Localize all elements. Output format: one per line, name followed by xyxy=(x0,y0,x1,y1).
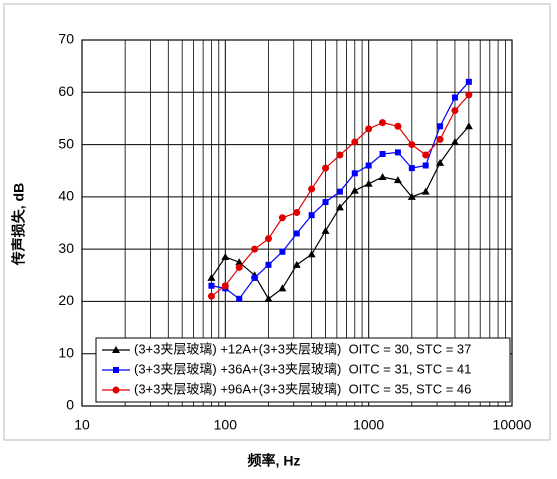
marker xyxy=(251,245,259,253)
marker xyxy=(293,209,301,217)
marker xyxy=(279,248,286,255)
marker xyxy=(308,185,316,193)
y-tick-label: 50 xyxy=(58,135,74,151)
marker xyxy=(379,150,386,157)
marker xyxy=(394,149,401,156)
marker xyxy=(265,261,272,268)
marker xyxy=(335,203,344,211)
marker xyxy=(278,214,286,222)
marker xyxy=(379,119,387,127)
marker xyxy=(322,164,330,172)
marker xyxy=(408,165,415,172)
marker xyxy=(464,122,473,130)
marker xyxy=(221,282,229,290)
marker xyxy=(307,250,316,258)
marker xyxy=(451,94,458,101)
legend-marker xyxy=(112,346,120,353)
marker xyxy=(336,188,343,195)
y-tick-label: 20 xyxy=(58,292,74,308)
marker xyxy=(235,263,243,271)
plot-frame xyxy=(81,39,513,407)
marker xyxy=(251,274,258,281)
marker xyxy=(321,226,330,234)
marker xyxy=(436,158,445,166)
x-tick-label: 1000 xyxy=(353,417,384,433)
marker xyxy=(365,125,373,133)
marker xyxy=(336,151,344,159)
marker xyxy=(351,138,359,146)
y-tick-label: 70 xyxy=(58,31,74,47)
legend: (3+3夹层玻璃) +12A+(3+3夹层玻璃) OITC = 30, STC … xyxy=(95,337,511,403)
legend-symbol xyxy=(113,367,119,373)
marker xyxy=(364,179,373,187)
series-line xyxy=(211,94,470,297)
marker xyxy=(422,151,430,159)
legend-label: (3+3夹层玻璃) +96A+(3+3夹层玻璃) OITC = 35, STC … xyxy=(134,381,471,396)
marker xyxy=(264,294,273,302)
marker xyxy=(293,230,300,237)
y-tick-label: 0 xyxy=(66,397,74,413)
marker xyxy=(264,235,272,243)
marker xyxy=(451,107,459,115)
marker xyxy=(436,135,444,143)
legend-label: (3+3夹层玻璃) +36A+(3+3夹层玻璃) OITC = 31, STC … xyxy=(134,361,471,376)
marker xyxy=(394,122,402,130)
y-tick-label: 60 xyxy=(58,83,74,99)
x-tick-label: 100 xyxy=(214,417,238,433)
marker xyxy=(207,273,216,281)
x-axis-label: 频率, Hz xyxy=(248,453,301,469)
marker xyxy=(421,187,430,195)
marker xyxy=(437,123,444,130)
marker xyxy=(208,282,215,289)
x-tick-label: 10000 xyxy=(493,417,532,433)
marker xyxy=(408,141,416,149)
marker xyxy=(221,252,230,260)
marker xyxy=(450,137,459,145)
marker xyxy=(365,162,372,169)
y-tick-label: 10 xyxy=(58,344,74,360)
marker xyxy=(236,295,243,302)
marker xyxy=(407,192,416,200)
legend-symbol xyxy=(112,346,120,353)
legend-symbol xyxy=(112,386,120,394)
y-tick-label: 30 xyxy=(58,240,74,256)
marker xyxy=(308,212,315,219)
marker xyxy=(465,91,473,99)
marker xyxy=(422,162,429,169)
legend-label: (3+3夹层玻璃) +12A+(3+3夹层玻璃) OITC = 30, STC … xyxy=(134,341,471,356)
x-tick-label: 10 xyxy=(74,417,90,433)
legend-box xyxy=(95,337,511,403)
legend-marker xyxy=(113,367,119,373)
marker xyxy=(278,284,287,292)
legend-marker xyxy=(112,386,120,394)
marker xyxy=(351,170,358,177)
marker xyxy=(322,199,329,206)
marker xyxy=(207,292,215,300)
marker xyxy=(235,258,244,266)
chart-frame xyxy=(3,3,551,441)
y-tick-label: 40 xyxy=(58,188,74,204)
marker xyxy=(465,78,472,85)
y-axis-label: 传声损失, dB xyxy=(11,183,27,266)
marker xyxy=(292,260,301,268)
marker xyxy=(393,176,402,184)
marker xyxy=(378,172,387,180)
marker xyxy=(350,186,359,194)
